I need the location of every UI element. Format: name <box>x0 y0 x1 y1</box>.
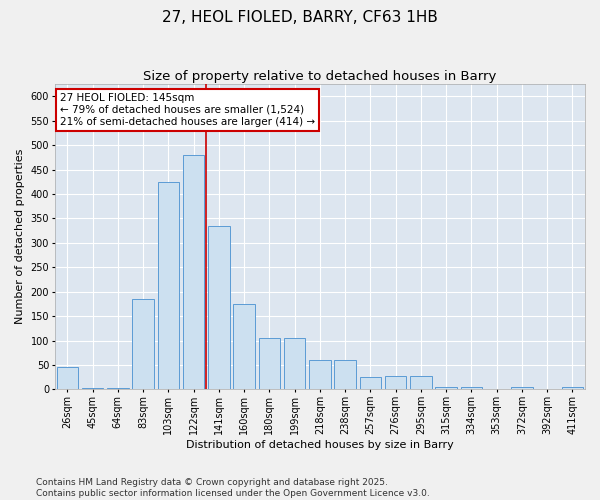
Bar <box>56 368 78 390</box>
Bar <box>259 338 280 390</box>
Bar <box>511 387 533 390</box>
Bar <box>158 182 179 390</box>
Bar <box>233 304 255 390</box>
Bar <box>284 338 305 390</box>
Text: 27, HEOL FIOLED, BARRY, CF63 1HB: 27, HEOL FIOLED, BARRY, CF63 1HB <box>162 10 438 25</box>
Bar <box>562 387 583 390</box>
Title: Size of property relative to detached houses in Barry: Size of property relative to detached ho… <box>143 70 497 83</box>
Bar <box>359 377 381 390</box>
Bar <box>436 387 457 390</box>
Bar <box>107 388 128 390</box>
Text: Contains HM Land Registry data © Crown copyright and database right 2025.
Contai: Contains HM Land Registry data © Crown c… <box>36 478 430 498</box>
X-axis label: Distribution of detached houses by size in Barry: Distribution of detached houses by size … <box>186 440 454 450</box>
Bar <box>183 155 205 390</box>
Text: 27 HEOL FIOLED: 145sqm
← 79% of detached houses are smaller (1,524)
21% of semi-: 27 HEOL FIOLED: 145sqm ← 79% of detached… <box>60 94 315 126</box>
Bar <box>410 376 431 390</box>
Bar <box>461 387 482 390</box>
Bar <box>208 226 230 390</box>
Bar <box>385 376 406 390</box>
Bar <box>133 299 154 390</box>
Bar <box>309 360 331 390</box>
Bar <box>334 360 356 390</box>
Bar <box>82 388 103 390</box>
Y-axis label: Number of detached properties: Number of detached properties <box>15 149 25 324</box>
